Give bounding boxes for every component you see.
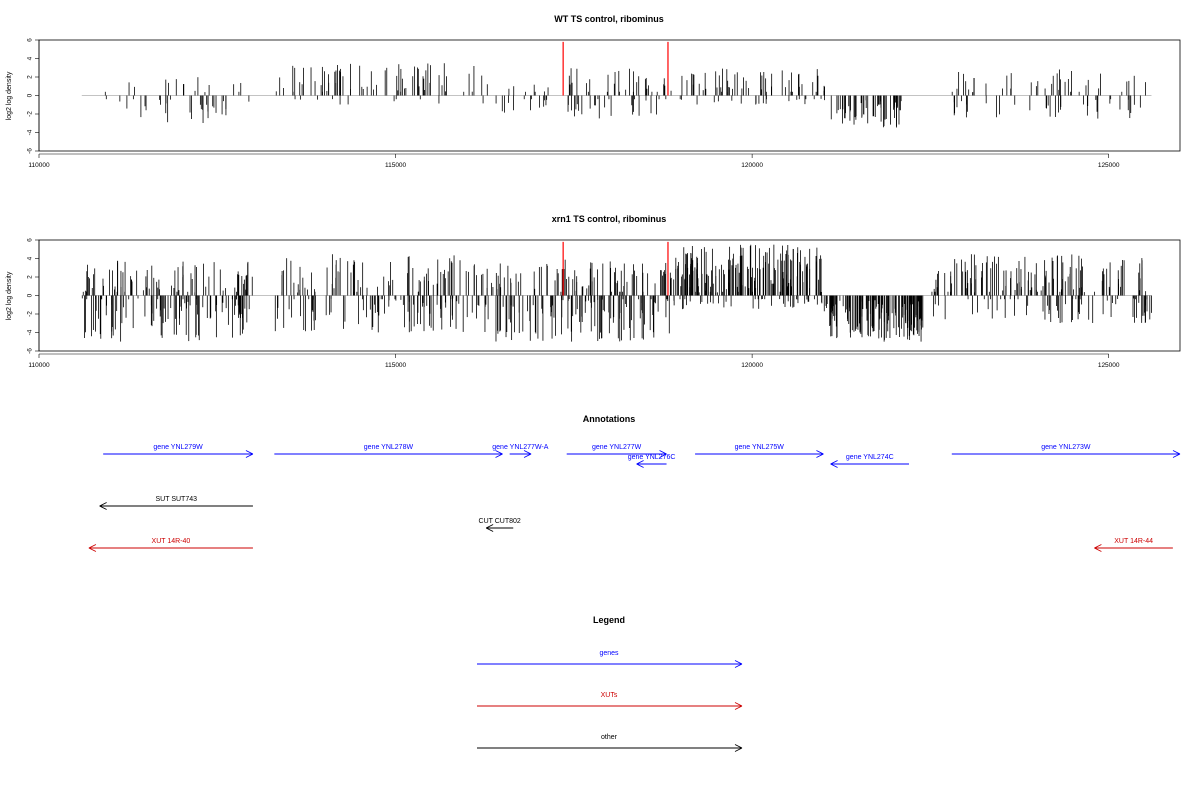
y-tick-label: -6 bbox=[27, 348, 34, 354]
x-tick-label: 110000 bbox=[28, 362, 50, 369]
annotation-label: gene YNL274C bbox=[846, 454, 894, 461]
annotation-arrow bbox=[695, 450, 824, 458]
y-tick-label: -6 bbox=[27, 148, 34, 154]
wt-panel-title: WT TS control, ribominus bbox=[554, 14, 664, 24]
legend-items: genes XUTs other bbox=[477, 650, 743, 752]
legend-label: genes bbox=[599, 650, 619, 657]
annotation-label: gene YNL275W bbox=[735, 444, 785, 451]
y-tick-label: 0 bbox=[27, 293, 34, 297]
legend-panel: Legend genes XUTs other bbox=[477, 615, 743, 752]
annotation-arrow bbox=[274, 450, 503, 458]
y-tick-label: 6 bbox=[27, 38, 34, 42]
annotation-label: gene YNL277W-A bbox=[492, 444, 548, 451]
legend-label: other bbox=[601, 734, 618, 741]
wt-density-bars bbox=[81, 63, 1152, 128]
annotation-label: XUT 14R-40 bbox=[152, 538, 191, 545]
xrn1-x-axis: 110000 115000 120000 125000 bbox=[28, 353, 1120, 369]
annotation-arrow bbox=[951, 450, 1181, 458]
legend-title: Legend bbox=[593, 615, 625, 625]
annotation-arrow bbox=[509, 450, 532, 458]
wt-y-axis-label: log2 log density bbox=[6, 71, 13, 120]
x-tick-label: 115000 bbox=[385, 362, 407, 369]
wt-panel: WT TS control, ribominus log2 log densit… bbox=[6, 14, 1181, 169]
annotation-tracks: gene YNL279W gene YNL278W gene YNL277W-A ge… bbox=[88, 444, 1181, 552]
annotations-title: Annotations bbox=[583, 414, 636, 424]
xrn1-panel: xrn1 TS control, ribominus log2 log dens… bbox=[6, 214, 1181, 369]
wt-markers bbox=[562, 41, 669, 96]
legend-arrow bbox=[477, 744, 743, 752]
x-tick-label: 125000 bbox=[1098, 162, 1120, 169]
annotation-arrow bbox=[99, 502, 253, 510]
y-tick-label: -2 bbox=[27, 311, 34, 317]
legend-arrow bbox=[477, 702, 743, 710]
annotation-arrow bbox=[566, 450, 667, 458]
annotations-panel: Annotations gene YNL279W gene YNL278W gene… bbox=[88, 414, 1181, 552]
y-tick-label: -4 bbox=[27, 329, 34, 335]
wt-y-axis: -6 -4 -2 0 2 4 6 bbox=[27, 38, 40, 154]
annotation-label: gene YNL278W bbox=[364, 444, 414, 451]
annotation-label: SUT SUT743 bbox=[156, 496, 198, 503]
xrn1-density-bars bbox=[81, 244, 1152, 342]
y-tick-label: -2 bbox=[27, 111, 34, 117]
wt-x-axis: 110000 115000 120000 125000 bbox=[28, 153, 1120, 169]
annotation-arrow bbox=[1094, 544, 1173, 552]
annotation-label: gene YNL273W bbox=[1041, 444, 1091, 451]
y-tick-label: 4 bbox=[27, 56, 34, 60]
x-tick-label: 110000 bbox=[28, 162, 50, 169]
x-tick-label: 115000 bbox=[385, 162, 407, 169]
xrn1-y-axis-label: log2 log density bbox=[6, 271, 13, 320]
annotation-arrow bbox=[830, 460, 910, 468]
annotation-arrow bbox=[636, 460, 667, 468]
annotation-label: CUT CUT802 bbox=[479, 518, 521, 525]
annotation-arrow bbox=[103, 450, 254, 458]
legend-label: XUTs bbox=[601, 692, 618, 699]
xrn1-markers bbox=[562, 241, 669, 296]
x-tick-label: 120000 bbox=[741, 362, 763, 369]
y-tick-label: 0 bbox=[27, 93, 34, 97]
x-tick-label: 125000 bbox=[1098, 362, 1120, 369]
x-tick-label: 120000 bbox=[741, 162, 763, 169]
annotation-arrow bbox=[88, 544, 253, 552]
annotation-label: gene YNL277W bbox=[592, 444, 642, 451]
annotation-arrow bbox=[485, 524, 514, 532]
xrn1-y-axis: -6 -4 -2 0 2 4 6 bbox=[27, 238, 40, 354]
legend-arrow bbox=[477, 660, 743, 668]
xrn1-panel-title: xrn1 TS control, ribominus bbox=[552, 214, 667, 224]
annotation-label: XUT 14R-44 bbox=[1114, 538, 1153, 545]
y-tick-label: 4 bbox=[27, 256, 34, 260]
y-tick-label: -4 bbox=[27, 129, 34, 135]
annotation-label: gene YNL279W bbox=[153, 444, 203, 451]
y-tick-label: 6 bbox=[27, 238, 34, 242]
annotation-label: gene YNL276C bbox=[628, 454, 676, 461]
y-tick-label: 2 bbox=[27, 75, 34, 79]
y-tick-label: 2 bbox=[27, 275, 34, 279]
